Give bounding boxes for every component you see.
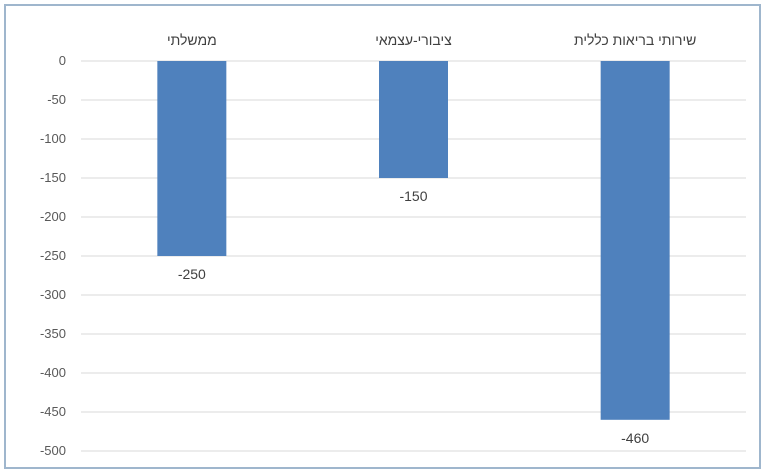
data-label: -460 xyxy=(621,430,649,446)
data-label: -150 xyxy=(399,188,427,204)
bar xyxy=(157,61,227,256)
bar xyxy=(379,61,448,178)
y-tick-label: 0 xyxy=(59,53,66,68)
y-tick-label: -250 xyxy=(40,248,66,263)
bar xyxy=(600,61,670,420)
y-axis-ticks: 0 -50 -100 -150 -200 -250 -300 -350 -400 -450 -500 xyxy=(40,53,66,458)
category-labels: ממשלתי ציבורי-עצמאי שירותי בריאות כללית xyxy=(167,32,696,48)
y-tick-label: -350 xyxy=(40,326,66,341)
y-tick-label: -200 xyxy=(40,209,66,224)
y-tick-label: -50 xyxy=(47,92,66,107)
category-label: ממשלתי xyxy=(167,32,217,48)
y-tick-label: -150 xyxy=(40,170,66,185)
y-tick-label: -300 xyxy=(40,287,66,302)
bars xyxy=(157,61,670,420)
y-tick-label: -400 xyxy=(40,365,66,380)
category-label: שירותי בריאות כללית xyxy=(574,32,696,48)
y-tick-label: -450 xyxy=(40,404,66,419)
data-label: -250 xyxy=(178,266,206,282)
y-tick-label: -500 xyxy=(40,443,66,458)
y-tick-label: -100 xyxy=(40,131,66,146)
category-label: ציבורי-עצמאי xyxy=(375,32,452,48)
data-labels: -250 -150 -460 xyxy=(178,188,650,446)
